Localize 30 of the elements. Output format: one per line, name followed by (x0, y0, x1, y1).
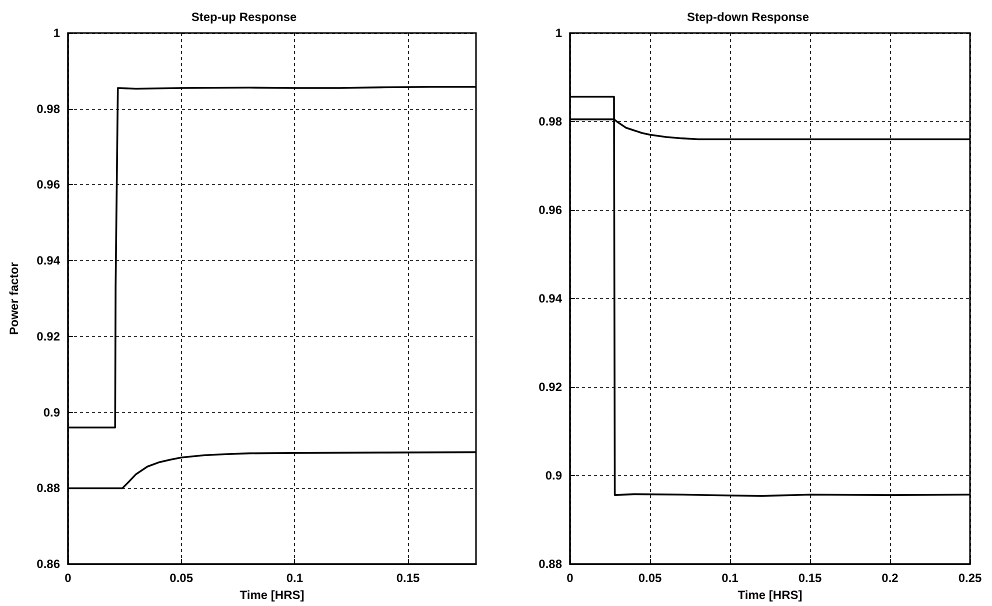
x-tick-label: 0.1 (722, 571, 739, 586)
x-tick-label: 0 (64, 571, 72, 586)
x-tick-label: 0.1 (286, 571, 304, 586)
x-axis-title: Time [HRS] (738, 588, 802, 602)
x-tick-label: 0.2 (882, 571, 899, 586)
y-tick-label: 0.98 (36, 102, 60, 116)
y-tick-label: 1 (53, 26, 60, 40)
y-tick-label: 0.92 (538, 380, 562, 394)
y-tick-label: 1 (555, 26, 562, 40)
x-tick-label: 0.05 (638, 571, 662, 586)
y-axis-title: Power factor (7, 262, 21, 335)
y-tick-label: 0.88 (36, 481, 60, 496)
x-tick-label: 0.15 (396, 571, 420, 586)
y-tick-label: 0.96 (538, 203, 562, 218)
x-tick-label: 0.15 (798, 571, 822, 586)
y-tick-label: 0.92 (36, 329, 60, 344)
y-tick-label: 0.94 (538, 292, 562, 306)
x-tick-label: 0 (566, 571, 574, 586)
x-tick-label: 0.25 (958, 571, 982, 586)
x-tick-label: 0.05 (170, 571, 194, 586)
y-tick-label: 0.86 (36, 557, 60, 572)
chart-title: Step-up Response (191, 10, 297, 24)
y-tick-label: 0.9 (545, 468, 562, 483)
y-tick-label: 0.98 (538, 114, 562, 129)
y-tick-label: 0.9 (43, 405, 60, 420)
chart-title: Step-down Response (686, 10, 810, 24)
y-tick-label: 0.88 (538, 557, 562, 572)
y-tick-label: 0.96 (36, 178, 60, 192)
x-axis-title: Time [HRS] (240, 588, 304, 602)
y-tick-label: 0.94 (36, 254, 60, 268)
